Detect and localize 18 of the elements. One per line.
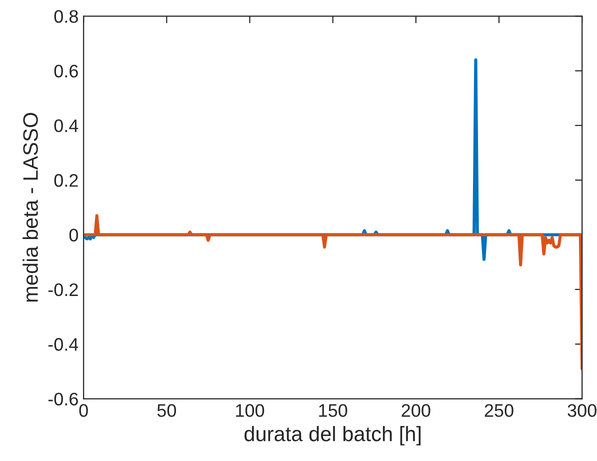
x-tick-label: 200 xyxy=(402,404,430,417)
y-tick-label: 0.6 xyxy=(54,64,78,78)
line-series xyxy=(84,214,582,370)
x-tick-label: 100 xyxy=(236,404,264,417)
x-tick-label: 300 xyxy=(568,404,596,417)
y-tick-label: 0 xyxy=(69,228,78,242)
y-tick-label: 0.2 xyxy=(54,174,78,187)
x-tick-label: 0 xyxy=(79,404,88,417)
x-tick-label: 50 xyxy=(157,404,176,417)
y-tick-label: 0.4 xyxy=(54,119,78,132)
x-axis-title: durata del batch [h] xyxy=(244,426,421,446)
y-axis-title: media beta - LASSO xyxy=(22,112,38,302)
y-tick-label: -0.4 xyxy=(48,338,78,351)
y-tick-label: -0.6 xyxy=(48,392,78,406)
x-tick-label: 250 xyxy=(484,404,514,417)
y-tick-label: 0.8 xyxy=(54,10,78,23)
x-tick-label: 150 xyxy=(319,404,348,417)
y-tick-label: -0.2 xyxy=(48,283,78,296)
